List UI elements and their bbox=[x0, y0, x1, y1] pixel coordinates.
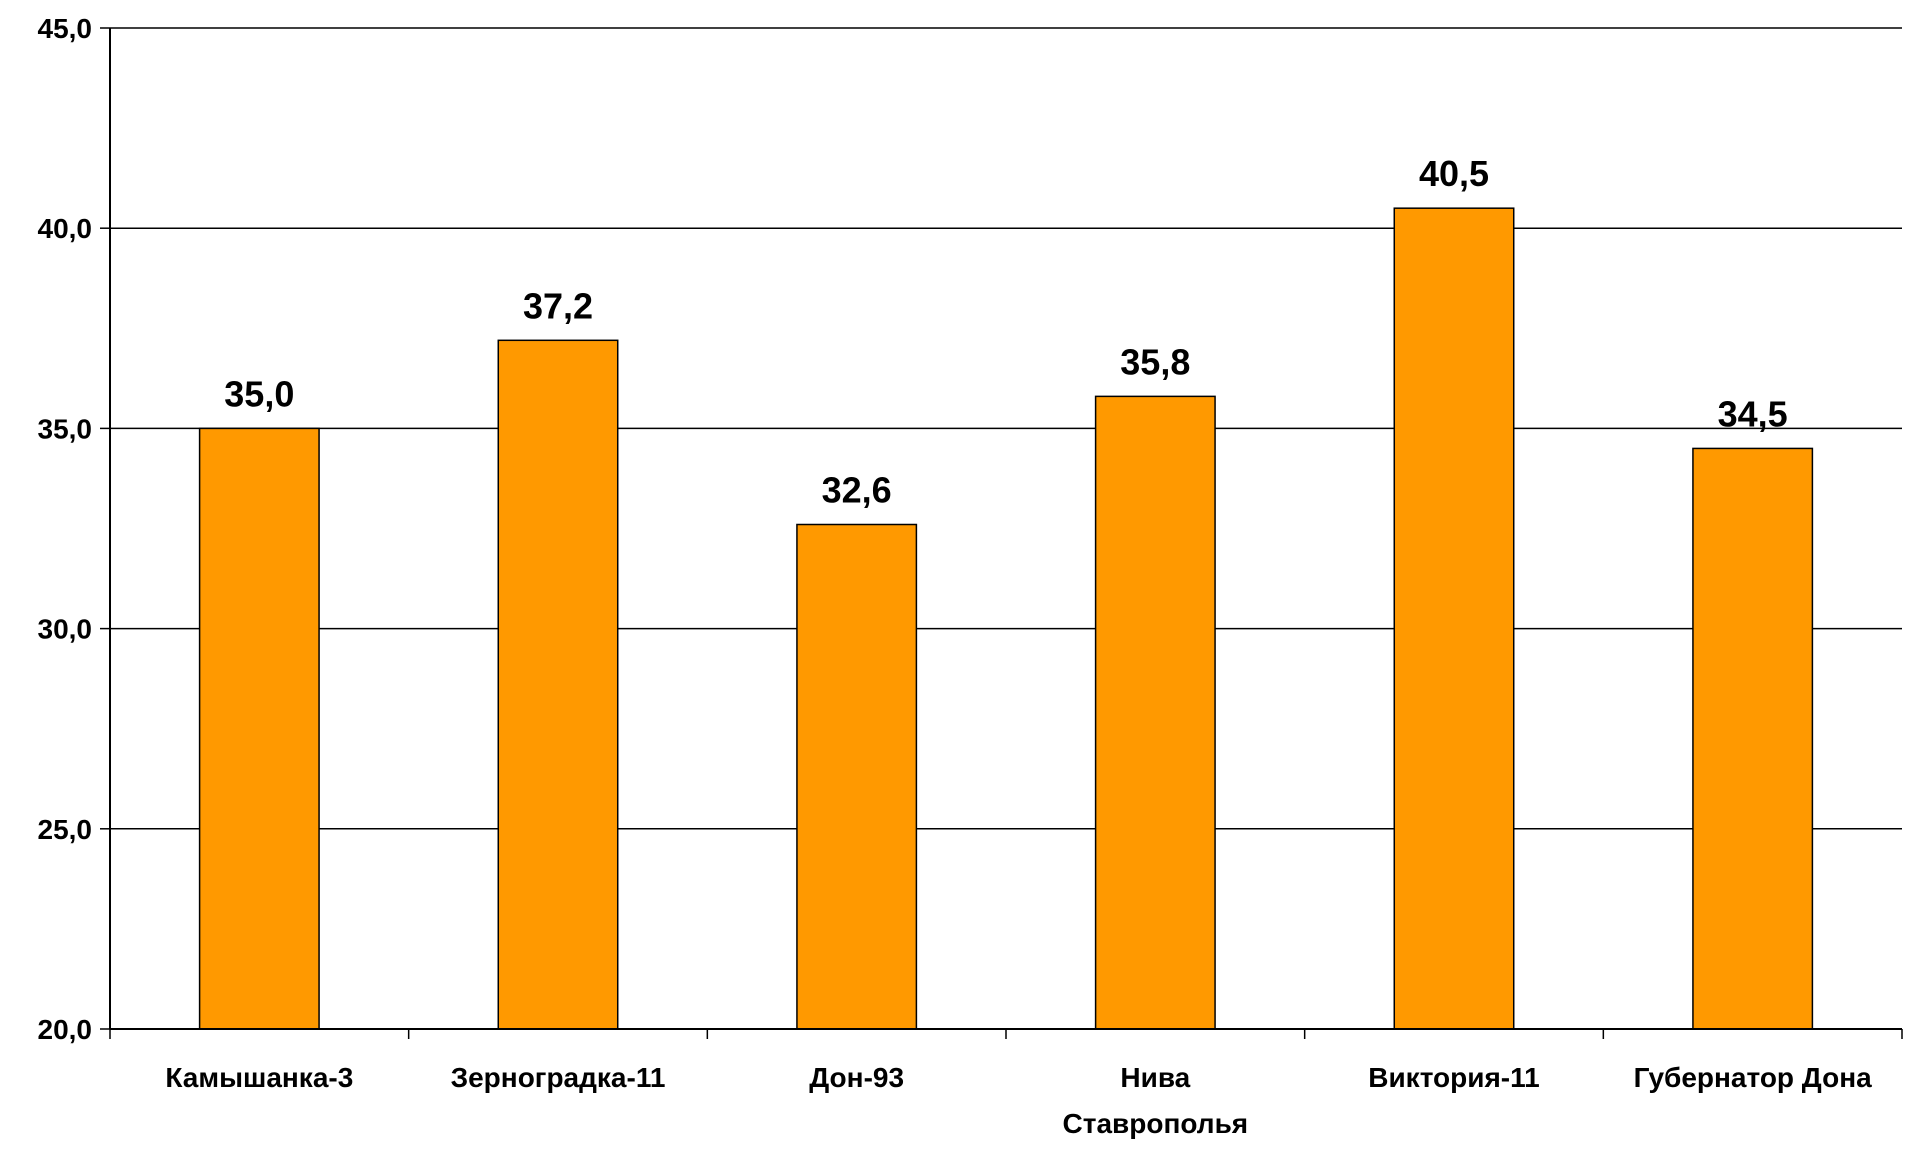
data-label: 35,8 bbox=[1120, 341, 1190, 382]
data-label: 40,5 bbox=[1419, 153, 1489, 194]
data-label: 37,2 bbox=[523, 285, 593, 326]
y-tick-label: 45,0 bbox=[38, 13, 93, 44]
y-tick-label: 20,0 bbox=[38, 1014, 93, 1045]
bar bbox=[1692, 447, 1814, 1030]
category-label: Дон-93 bbox=[809, 1062, 904, 1093]
axes bbox=[100, 27, 1903, 1039]
y-tick-label: 35,0 bbox=[38, 413, 93, 444]
bar bbox=[198, 427, 320, 1030]
bars bbox=[198, 207, 1814, 1030]
data-label: 32,6 bbox=[822, 469, 892, 510]
bar bbox=[796, 523, 918, 1030]
bar bbox=[497, 339, 619, 1030]
labels: 20,0 25,0 30,0 35,0 40,0 45,0 35,0 Камышанка-3 3… bbox=[38, 13, 1873, 1139]
y-tick-label: 25,0 bbox=[38, 814, 93, 845]
data-label: 34,5 bbox=[1718, 393, 1788, 434]
category-label: Ставрополья bbox=[1063, 1108, 1249, 1139]
data-label: 35,0 bbox=[224, 373, 294, 414]
category-label: Губернатор Дона bbox=[1634, 1062, 1872, 1093]
category-label: Камышанка-3 bbox=[165, 1062, 353, 1093]
category-label: Нива bbox=[1120, 1062, 1190, 1093]
gridlines bbox=[110, 27, 1902, 830]
bar bbox=[1393, 207, 1515, 1030]
bar bbox=[1094, 395, 1216, 1030]
category-label: Зерноградка-11 bbox=[451, 1062, 666, 1093]
category-label: Виктория-11 bbox=[1368, 1062, 1539, 1093]
y-tick-label: 40,0 bbox=[38, 213, 93, 244]
y-tick-label: 30,0 bbox=[38, 614, 93, 645]
